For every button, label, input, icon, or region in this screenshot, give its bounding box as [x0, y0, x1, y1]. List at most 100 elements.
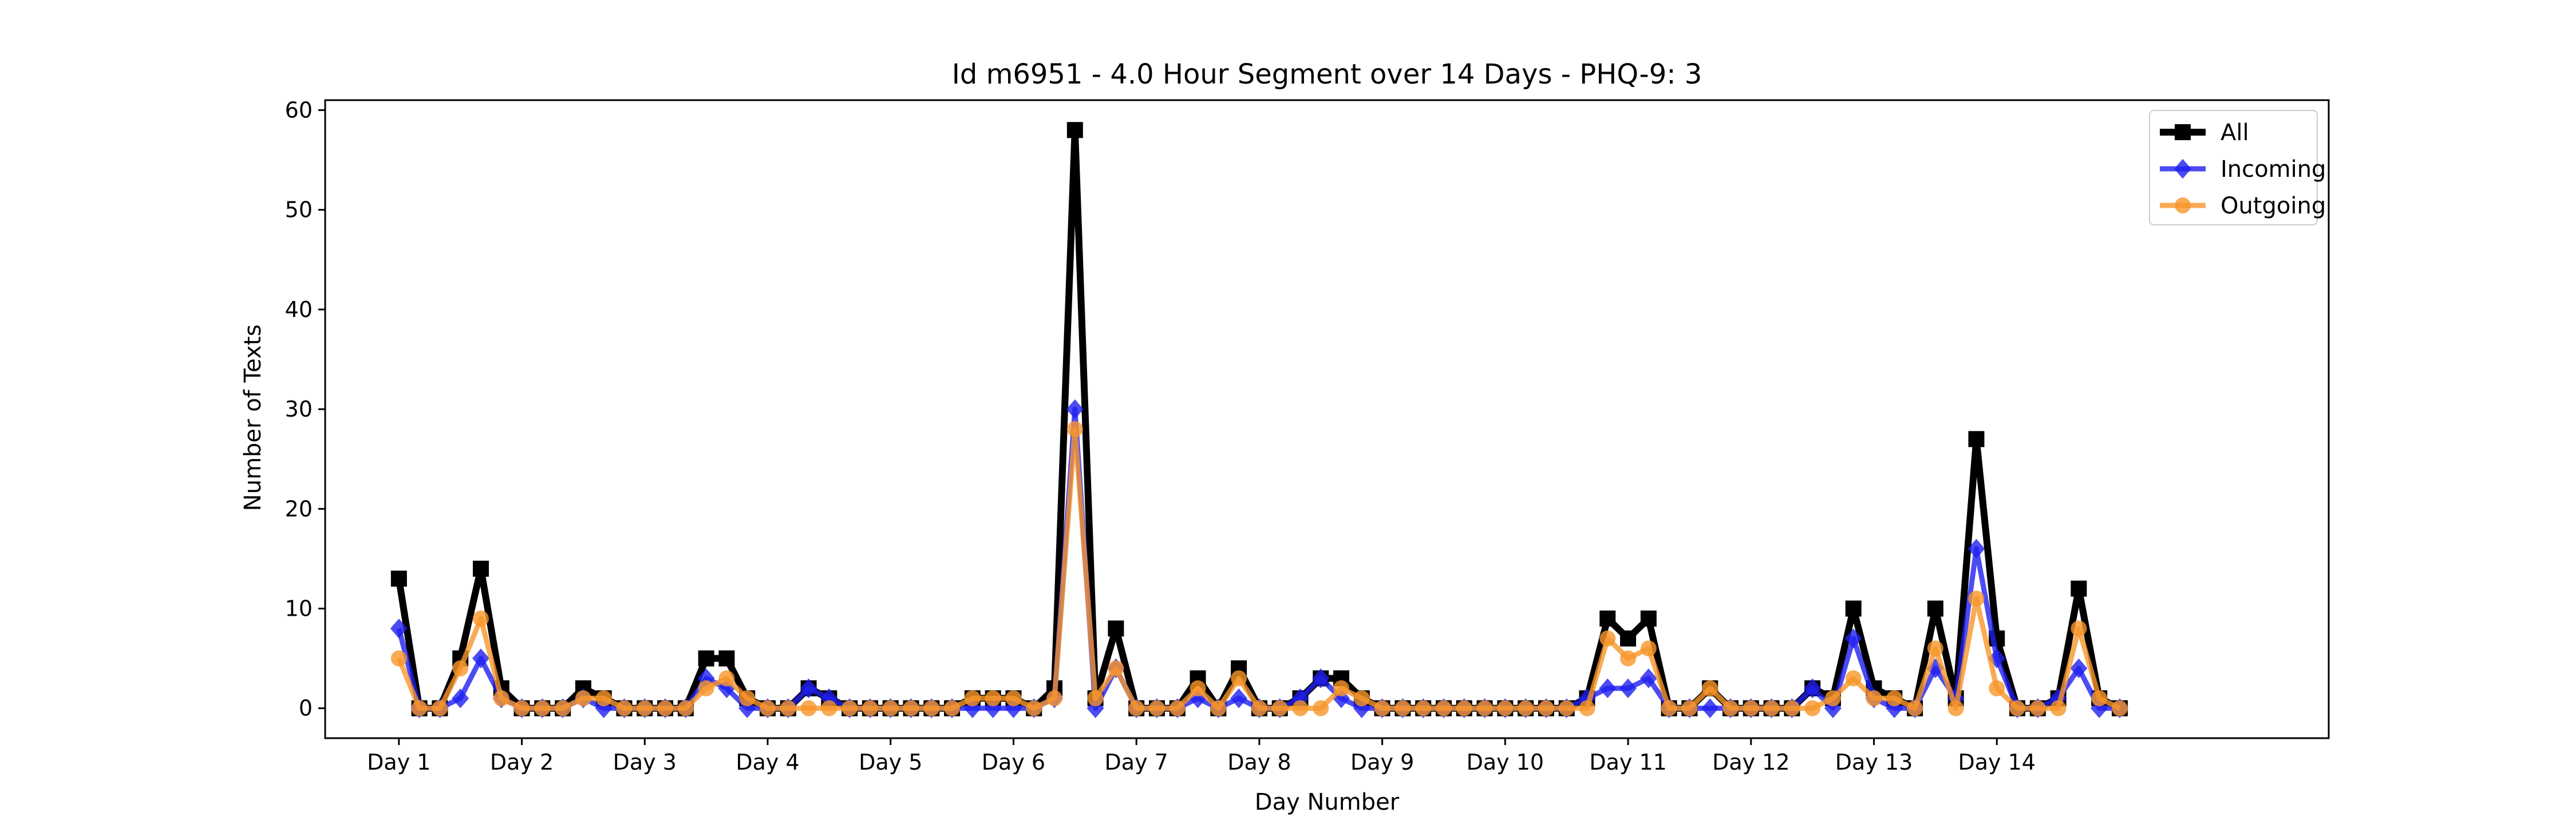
data-point-outgoing [1333, 680, 1350, 696]
data-point-incoming [1312, 668, 1330, 688]
data-point-outgoing [1947, 700, 1964, 716]
data-point-outgoing [1886, 690, 1903, 707]
data-point-incoming [390, 619, 408, 639]
data-point-incoming [800, 678, 817, 699]
data-point-incoming [1619, 678, 1637, 699]
data-point-outgoing [1907, 700, 1923, 716]
legend-label: Incoming [2221, 156, 2326, 183]
data-point-outgoing [1374, 700, 1390, 716]
data-point-outgoing [1763, 700, 1780, 716]
data-point-outgoing [1784, 700, 1800, 716]
data-point-outgoing [882, 700, 899, 716]
x-tick-label: Day 4 [736, 750, 799, 775]
data-point-outgoing [411, 700, 428, 716]
x-tick-label: Day 12 [1712, 750, 1789, 775]
data-point-incoming [472, 648, 489, 668]
data-point-outgoing [1599, 630, 1616, 647]
series-line-incoming [396, 406, 2120, 711]
data-point-outgoing [1415, 700, 1432, 716]
y-tick-label: 30 [285, 397, 313, 422]
x-tick-label: Day 14 [1958, 750, 2036, 775]
data-point-outgoing [637, 700, 653, 716]
data-point-outgoing [923, 700, 940, 716]
legend-label: All [2221, 120, 2249, 146]
data-point-all [1599, 610, 1616, 627]
y-tick-label: 0 [299, 696, 313, 721]
data-point-outgoing [944, 700, 961, 716]
data-point-all [1968, 431, 1985, 447]
data-point-outgoing [513, 700, 530, 716]
data-point-outgoing [698, 680, 714, 696]
data-point-outgoing [452, 660, 469, 677]
data-point-outgoing [1026, 700, 1042, 716]
data-point-outgoing [1271, 700, 1288, 716]
data-point-outgoing [1804, 700, 1821, 716]
data-point-all [1066, 122, 1083, 138]
legend-entry-incoming: Incoming [2160, 156, 2326, 183]
data-point-outgoing [1927, 640, 1943, 657]
data-point-outgoing [472, 610, 489, 627]
data-point-outgoing [1353, 690, 1370, 707]
data-point-outgoing [390, 650, 407, 667]
data-point-outgoing [780, 700, 796, 716]
data-point-outgoing [1169, 700, 1186, 716]
data-point-outgoing [1087, 690, 1104, 707]
data-point-outgoing [1824, 690, 1841, 707]
x-tick-label: Day 2 [490, 750, 554, 775]
x-tick-label: Day 10 [1467, 750, 1544, 775]
data-point-outgoing [2071, 620, 2087, 637]
data-point-outgoing [1292, 700, 1309, 716]
data-point-outgoing [1435, 700, 1452, 716]
x-tick-label: Day 6 [982, 750, 1045, 775]
y-tick-label: 50 [285, 197, 313, 223]
data-point-outgoing [616, 700, 633, 716]
data-point-all [698, 650, 714, 667]
data-point-incoming [1230, 688, 1248, 708]
x-axis-ticks: Day 1 Day 2 Day 3 Day 4 Day 5 Day 6 Day 7 Day 8… [367, 738, 2036, 775]
data-point-outgoing [677, 700, 694, 716]
x-tick-label: Day 3 [613, 750, 677, 775]
y-tick-label: 40 [285, 297, 313, 322]
data-point-incoming [1967, 538, 1985, 559]
x-tick-label: Day 1 [367, 750, 430, 775]
data-point-outgoing [1108, 660, 1124, 677]
data-point-outgoing [1640, 640, 1657, 657]
data-point-outgoing [1210, 700, 1227, 716]
data-point-outgoing [718, 670, 735, 687]
legend: All Incoming Outgoing [2149, 110, 2326, 225]
series-all [390, 122, 2128, 716]
y-axis-title: Number of Texts [240, 324, 266, 511]
data-point-incoming [1639, 668, 1657, 688]
data-point-outgoing [1845, 670, 1862, 687]
data-point-outgoing [1681, 700, 1698, 716]
data-point-all [2071, 580, 2087, 597]
data-point-outgoing [2009, 700, 2026, 716]
data-point-outgoing [821, 700, 837, 716]
series-line-all [395, 126, 2121, 712]
legend-entry-all: All [2160, 120, 2249, 146]
data-point-outgoing [657, 700, 674, 716]
data-point-outgoing [739, 690, 756, 707]
y-tick-label: 20 [285, 496, 313, 521]
data-point-outgoing [534, 700, 551, 716]
data-point-outgoing [1538, 700, 1554, 716]
data-point-outgoing [1989, 680, 2005, 696]
series-outgoing [390, 421, 2128, 716]
data-point-outgoing [985, 690, 1001, 707]
x-tick-label: Day 5 [859, 750, 922, 775]
data-point-outgoing [1722, 700, 1739, 716]
data-point-outgoing [493, 690, 509, 707]
y-tick-label: 60 [285, 97, 313, 122]
data-point-outgoing [1456, 700, 1472, 716]
data-point-outgoing [1558, 700, 1575, 716]
legend-box [2149, 110, 2318, 225]
data-point-outgoing [1313, 700, 1329, 716]
data-point-all [1108, 620, 1124, 637]
data-point-incoming [1599, 678, 1617, 699]
data-point-outgoing [1066, 421, 1083, 437]
x-tick-label: Day 11 [1589, 750, 1666, 775]
data-point-outgoing [964, 690, 981, 707]
data-point-all [718, 650, 735, 667]
data-point-outgoing [2050, 700, 2067, 716]
